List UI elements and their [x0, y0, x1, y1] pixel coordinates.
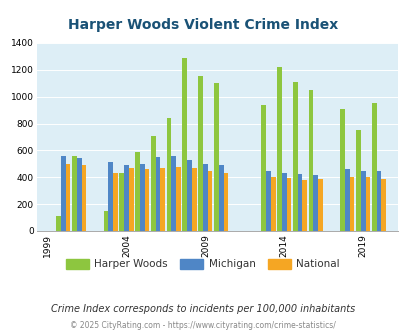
Bar [360, 171, 364, 231]
Bar [261, 105, 265, 231]
Bar [155, 157, 160, 231]
Bar [292, 82, 297, 231]
Bar [207, 171, 212, 231]
Bar [160, 168, 165, 231]
Bar [277, 67, 281, 231]
Legend: Harper Woods, Michigan, National: Harper Woods, Michigan, National [62, 255, 343, 274]
Bar [302, 180, 307, 231]
Bar [318, 179, 322, 231]
Bar [176, 167, 181, 231]
Bar [270, 177, 275, 231]
Bar [218, 165, 223, 231]
Bar [128, 168, 133, 231]
Bar [364, 177, 369, 231]
Text: © 2025 CityRating.com - https://www.cityrating.com/crime-statistics/: © 2025 CityRating.com - https://www.city… [70, 320, 335, 330]
Bar [286, 178, 291, 231]
Bar [166, 118, 171, 231]
Bar [297, 174, 302, 231]
Bar [349, 177, 354, 231]
Bar [371, 103, 376, 231]
Bar [61, 156, 66, 231]
Bar [108, 162, 113, 231]
Bar [380, 179, 385, 231]
Bar [144, 169, 149, 231]
Bar [119, 173, 124, 231]
Bar [124, 165, 128, 231]
Bar [308, 90, 313, 231]
Bar [281, 173, 286, 231]
Bar [81, 165, 86, 231]
Bar [151, 136, 155, 231]
Bar [56, 216, 61, 231]
Bar [171, 156, 176, 231]
Bar [213, 83, 218, 231]
Bar [265, 171, 270, 231]
Bar [344, 169, 349, 231]
Bar [103, 211, 108, 231]
Bar [140, 164, 144, 231]
Text: Crime Index corresponds to incidents per 100,000 inhabitants: Crime Index corresponds to incidents per… [51, 304, 354, 314]
Bar [192, 168, 196, 231]
Bar [72, 156, 77, 231]
Bar [66, 164, 70, 231]
Bar [313, 175, 318, 231]
Bar [376, 171, 380, 231]
Bar [355, 130, 360, 231]
Bar [202, 164, 207, 231]
Bar [198, 77, 202, 231]
Bar [223, 173, 228, 231]
Bar [135, 152, 140, 231]
Bar [77, 158, 81, 231]
Bar [339, 109, 344, 231]
Text: Harper Woods Violent Crime Index: Harper Woods Violent Crime Index [68, 18, 337, 32]
Bar [182, 58, 187, 231]
Bar [187, 160, 192, 231]
Bar [113, 173, 117, 231]
